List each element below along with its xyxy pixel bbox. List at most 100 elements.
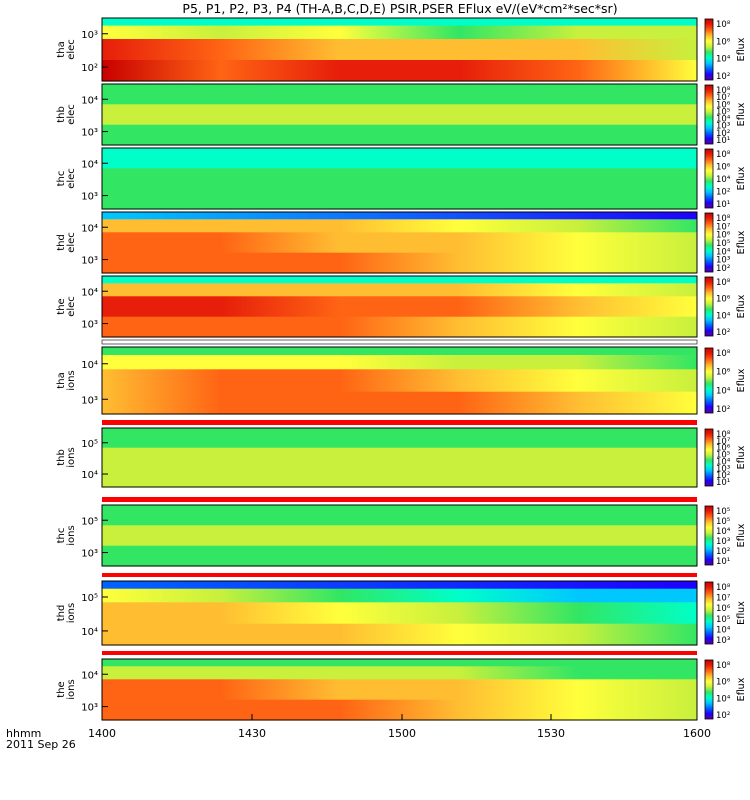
panel-ylabel: tha bbox=[56, 372, 67, 388]
colorbar-label: Eflux bbox=[736, 230, 747, 254]
spectrogram-top-band bbox=[102, 428, 697, 436]
y-tick-label: 10⁴ bbox=[81, 95, 98, 106]
colorbar bbox=[704, 84, 714, 145]
panel-tha-ions: 10⁴ 10³ tha ions 10⁸ 10⁶ 10⁴ 10² Eflux bbox=[56, 346, 747, 415]
colorbar-tick-label: 10² bbox=[716, 264, 730, 274]
colorbar-tick-label: 10² bbox=[716, 72, 730, 82]
colorbar-tick-label: 10⁴ bbox=[716, 55, 731, 65]
spectrogram-band bbox=[102, 316, 697, 338]
x-tick-label: 1400 bbox=[88, 727, 116, 740]
panel-ylabel: tha bbox=[56, 41, 67, 57]
spectrogram-top-band bbox=[102, 18, 697, 26]
colorbar-tick-label: 10⁵ bbox=[716, 451, 730, 461]
panel-frame bbox=[101, 147, 698, 210]
colorbar-tick-label: 10⁴ bbox=[716, 625, 731, 635]
panel-ylabel: thd bbox=[56, 234, 67, 251]
colorbar-tick-label: 10⁷ bbox=[716, 93, 731, 103]
y-tick-label: 10⁵ bbox=[81, 516, 98, 527]
colorbar-tick-label: 10⁸ bbox=[716, 20, 731, 30]
panel-ylabel: ions bbox=[66, 603, 77, 623]
colorbar-tick-label: 10⁷ bbox=[716, 222, 731, 232]
colorbar-tick-label: 10⁵ bbox=[716, 239, 730, 249]
colorbar-tick-label: 10² bbox=[716, 547, 730, 557]
colorbar-label: Eflux bbox=[736, 677, 747, 701]
y-tick-label: 10³ bbox=[81, 128, 98, 139]
spectrogram-band bbox=[102, 467, 697, 488]
colorbar-tick-label: 10⁴ bbox=[716, 311, 731, 321]
panel-frame bbox=[101, 346, 698, 415]
panel-ylabel: ions bbox=[66, 370, 77, 390]
panel-ylabel: thd bbox=[56, 605, 67, 622]
spectrogram-top-band bbox=[102, 212, 697, 220]
colorbar-tick-label: 10⁵ bbox=[716, 107, 730, 117]
panel-ylabel: elec bbox=[66, 39, 77, 60]
spectrogram-band bbox=[102, 447, 697, 468]
panel-ylabel: elec bbox=[66, 104, 77, 125]
x-tick-label: 1600 bbox=[683, 727, 711, 740]
panel-frame bbox=[101, 580, 698, 646]
colorbar-tick-label: 10³ bbox=[716, 537, 730, 547]
colorbar-label: Eflux bbox=[736, 523, 747, 547]
panel-ylabel: thc bbox=[56, 528, 67, 544]
separator-line bbox=[101, 339, 698, 345]
colorbar-label: Eflux bbox=[736, 37, 747, 61]
separator-line bbox=[102, 573, 697, 577]
spectrogram-band bbox=[102, 124, 697, 146]
colorbar-tick-label: 10⁴ bbox=[716, 115, 731, 125]
colorbar-tick-label: 10⁸ bbox=[716, 86, 731, 96]
panel-ylabel: thc bbox=[56, 171, 67, 187]
panel-frame bbox=[101, 83, 698, 146]
spectrogram-band bbox=[102, 369, 697, 393]
panel-ylabel: elec bbox=[66, 168, 77, 189]
colorbar-label: Eflux bbox=[736, 294, 747, 318]
colorbar-tick-label: 10² bbox=[716, 129, 730, 139]
colorbar-tick-label: 10⁷ bbox=[716, 437, 731, 447]
colorbar-tick-label: 10⁵ bbox=[716, 615, 730, 625]
spectrogram-band bbox=[102, 232, 697, 254]
colorbar-tick-label: 10⁴ bbox=[716, 694, 731, 704]
colorbar-tick-label: 10⁴ bbox=[716, 175, 731, 185]
colorbar-tick-label: 10⁶ bbox=[716, 678, 731, 688]
y-tick-label: 10⁴ bbox=[81, 287, 98, 298]
panel-frame bbox=[101, 504, 698, 567]
colorbar bbox=[704, 428, 714, 487]
colorbar-tick-label: 10⁶ bbox=[716, 231, 731, 241]
colorbar-tick-label: 10⁶ bbox=[716, 444, 731, 454]
spectrogram-band bbox=[102, 296, 697, 318]
y-tick-label: 10³ bbox=[81, 30, 98, 41]
panel-ylabel: ions bbox=[66, 447, 77, 467]
y-tick-label: 10⁴ bbox=[81, 223, 98, 234]
spectrogram-top-band bbox=[102, 148, 697, 156]
colorbar-label: Eflux bbox=[736, 166, 747, 190]
colorbar-tick-label: 10⁵ bbox=[716, 517, 730, 527]
colorbar-tick-label: 10⁸ bbox=[716, 661, 731, 671]
x-tick-label: 1430 bbox=[238, 727, 266, 740]
colorbar-tick-label: 10⁷ bbox=[716, 594, 731, 604]
colorbar-tick-label: 10⁶ bbox=[716, 295, 731, 305]
colorbar-tick-label: 10⁸ bbox=[716, 150, 731, 160]
colorbar-tick-label: 10³ bbox=[716, 122, 730, 132]
panel-ylabel: elec bbox=[66, 296, 77, 317]
colorbar-tick-label: 10⁶ bbox=[716, 163, 731, 173]
y-tick-label: 10⁴ bbox=[81, 159, 98, 170]
y-tick-label: 10³ bbox=[81, 256, 98, 267]
spectrogram-band bbox=[102, 252, 697, 274]
colorbar-tick-label: 10² bbox=[716, 328, 730, 338]
colorbar-tick-label: 10¹ bbox=[716, 557, 730, 567]
colorbar-tick-label: 10⁴ bbox=[716, 247, 731, 257]
colorbar-tick-label: 10⁵ bbox=[716, 507, 730, 517]
y-tick-label: 10³ bbox=[81, 395, 98, 406]
y-tick-label: 10⁴ bbox=[81, 627, 98, 638]
separator-line bbox=[102, 497, 697, 502]
spectrogram-band bbox=[102, 60, 697, 82]
panel-the-ions: 10⁴ 10³ the ions 10⁸ 10⁶ 10⁴ 10² Eflux bbox=[56, 658, 747, 721]
spectrogram-band bbox=[102, 602, 697, 625]
colorbar-label: Eflux bbox=[736, 368, 747, 392]
colorbar-tick-label: 10² bbox=[716, 471, 730, 481]
spectrogram-band bbox=[102, 623, 697, 646]
